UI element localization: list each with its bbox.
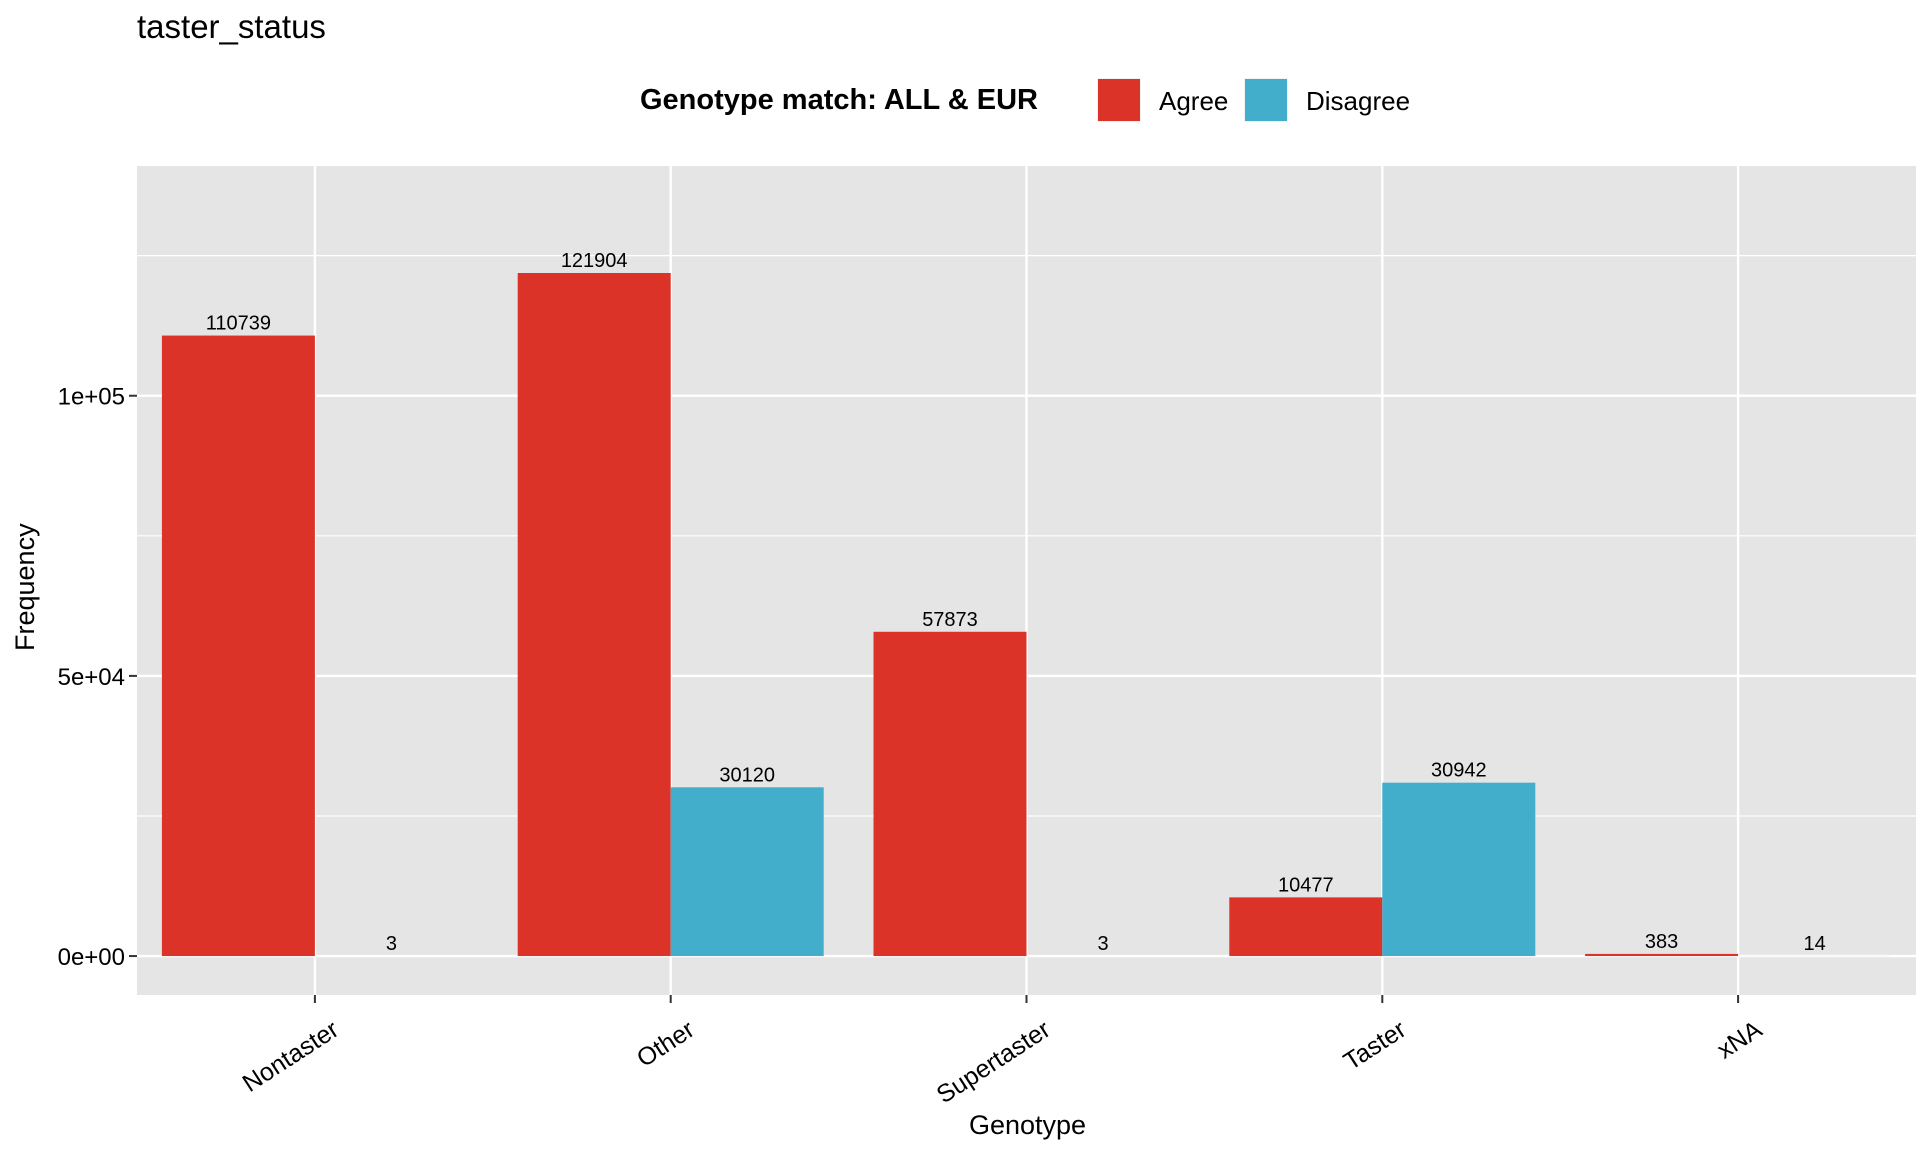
legend-key-agree bbox=[1097, 78, 1141, 122]
data-label-disagree-xna: 14 bbox=[1803, 933, 1825, 955]
bar-disagree-other bbox=[670, 787, 824, 957]
chart-title: taster_status bbox=[137, 8, 326, 45]
y-tick-label: 1e+05 bbox=[58, 384, 125, 411]
x-tick-label: Taster bbox=[1339, 1015, 1411, 1076]
legend-swatch-disagree bbox=[1245, 79, 1287, 121]
x-tick-label: Other bbox=[632, 1015, 700, 1073]
data-label-disagree-other: 30120 bbox=[719, 764, 775, 786]
legend-swatch-agree bbox=[1098, 79, 1140, 121]
x-tick-label: Supertaster bbox=[932, 1015, 1056, 1109]
x-axis: Nontaster Other Supertaster Taster xNA bbox=[238, 995, 1767, 1109]
x-tick-label: Nontaster bbox=[238, 1015, 344, 1098]
x-axis-title: Genotype bbox=[968, 1110, 1087, 1140]
legend-label-agree: Agree bbox=[1159, 86, 1229, 116]
legend-key-disagree bbox=[1244, 78, 1288, 122]
bars bbox=[161, 272, 1892, 957]
y-axis: 0e+00 5e+04 1e+05 bbox=[58, 384, 137, 971]
bar-disagree-taster bbox=[1382, 782, 1536, 957]
legend-title: Genotype match: ALL & EUR bbox=[640, 84, 1038, 116]
y-axis-title: Frequency bbox=[10, 523, 40, 651]
x-tick-label: xNA bbox=[1712, 1015, 1767, 1064]
bar-data-labels: 110739 3 121904 30120 57873 3 10477 30942 383 14 bbox=[206, 250, 1826, 955]
bar-agree-xna bbox=[1585, 953, 1739, 957]
data-label-agree-supertaster: 57873 bbox=[922, 609, 978, 631]
data-label-agree-taster: 10477 bbox=[1278, 874, 1334, 896]
data-label-disagree-supertaster: 3 bbox=[1097, 933, 1108, 955]
bar-agree-supertaster bbox=[873, 631, 1027, 957]
data-label-agree-other: 121904 bbox=[561, 250, 628, 272]
data-label-disagree-nontaster: 3 bbox=[386, 933, 397, 955]
legend-label-disagree: Disagree bbox=[1306, 86, 1411, 116]
bar-agree-taster bbox=[1229, 897, 1383, 957]
data-label-agree-nontaster: 110739 bbox=[206, 313, 271, 335]
legend: Genotype match: ALL & EUR Agree Disagree bbox=[0, 72, 1920, 128]
y-tick-label: 0e+00 bbox=[58, 944, 125, 971]
bar-agree-nontaster bbox=[161, 335, 315, 957]
data-label-disagree-taster: 30942 bbox=[1431, 760, 1487, 782]
bar-agree-other bbox=[517, 272, 671, 957]
y-tick-label: 5e+04 bbox=[58, 664, 125, 691]
data-label-agree-xna: 383 bbox=[1645, 931, 1678, 953]
